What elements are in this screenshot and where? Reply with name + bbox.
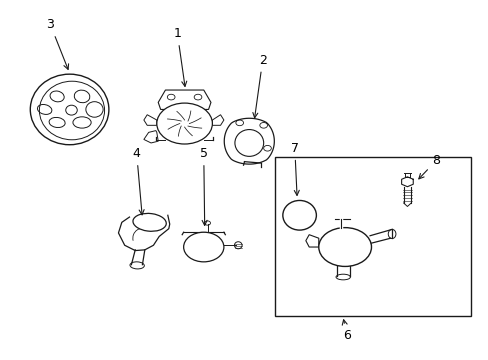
Bar xyxy=(274,157,470,316)
Text: 1: 1 xyxy=(173,27,186,86)
Text: 2: 2 xyxy=(252,54,266,118)
Text: 7: 7 xyxy=(290,142,299,195)
Ellipse shape xyxy=(282,201,316,230)
Text: 6: 6 xyxy=(342,320,350,342)
Text: 3: 3 xyxy=(46,18,68,69)
Ellipse shape xyxy=(318,228,371,266)
Text: 5: 5 xyxy=(200,147,207,225)
Text: 4: 4 xyxy=(132,147,144,215)
Ellipse shape xyxy=(157,103,212,144)
Ellipse shape xyxy=(133,213,166,231)
Ellipse shape xyxy=(183,232,224,262)
Text: 8: 8 xyxy=(418,154,439,179)
